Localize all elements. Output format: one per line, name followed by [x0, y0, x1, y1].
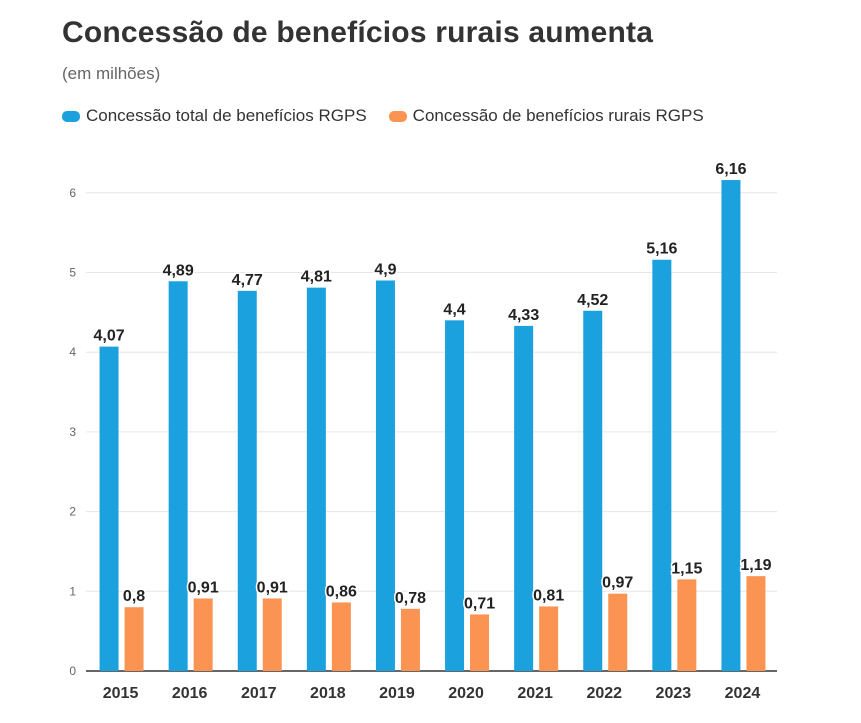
bar-total[interactable] [375, 280, 395, 671]
x-tick-label: 2015 [103, 685, 139, 702]
y-tick-label: 4 [69, 345, 76, 359]
data-label-total: 4,9 [374, 261, 396, 278]
x-tick-label: 2020 [448, 685, 484, 702]
legend-swatch-rural [388, 110, 407, 122]
bar-rural[interactable] [470, 614, 490, 671]
y-tick-label: 5 [69, 266, 76, 280]
data-label-rural: 1,15 [671, 560, 702, 577]
data-label-total: 4,52 [577, 292, 608, 309]
bar-rural[interactable] [193, 598, 213, 671]
bar-rural[interactable] [331, 602, 351, 671]
x-tick-label: 2022 [586, 685, 622, 702]
bar-total[interactable] [237, 290, 257, 671]
data-label-rural: 0,78 [395, 590, 426, 607]
chart-legend: Concessão total de benefícios RGPS Conce… [62, 106, 704, 126]
data-label-rural: 0,91 [188, 579, 219, 596]
data-label-total: 4,81 [301, 269, 332, 286]
data-label-rural: 0,91 [257, 579, 288, 596]
bar-total[interactable] [168, 281, 188, 671]
data-label-rural: 1,19 [740, 557, 771, 574]
data-label-rural: 0,97 [602, 575, 633, 592]
data-label-total: 6,16 [715, 161, 746, 178]
chart-title: Concessão de benefícios rurais aumenta [62, 16, 654, 49]
data-label-rural: 0,81 [533, 587, 564, 604]
bar-total[interactable] [652, 259, 672, 671]
legend-item-total[interactable]: Concessão total de benefícios RGPS [62, 106, 367, 126]
x-tick-label: 2023 [656, 685, 692, 702]
bar-rural[interactable] [539, 606, 559, 671]
data-label-rural: 0,71 [464, 595, 495, 612]
data-label-total: 4,4 [443, 301, 465, 318]
x-tick-label: 2021 [517, 685, 553, 702]
x-tick-label: 2016 [172, 685, 208, 702]
data-label-rural: 0,86 [326, 583, 357, 600]
data-label-total: 5,16 [646, 241, 677, 258]
bar-total[interactable] [306, 287, 326, 671]
x-tick-label: 2019 [379, 685, 415, 702]
legend-label-total: Concessão total de benefícios RGPS [86, 106, 367, 125]
x-tick-label: 2017 [241, 685, 277, 702]
x-tick-label: 2018 [310, 685, 346, 702]
data-label-total: 4,89 [163, 262, 194, 279]
bar-total[interactable] [445, 320, 465, 671]
bar-total[interactable] [99, 346, 119, 671]
data-label-rural: 0,8 [123, 588, 145, 605]
bar-total[interactable] [514, 325, 534, 671]
data-label-total: 4,33 [508, 307, 539, 324]
bar-rural[interactable] [262, 598, 282, 671]
bar-rural[interactable] [124, 607, 144, 671]
y-tick-label: 6 [69, 186, 76, 200]
legend-label-rural: Concessão de benefícios rurais RGPS [412, 106, 704, 125]
bar-total[interactable] [583, 310, 603, 671]
bar-rural[interactable] [400, 608, 420, 671]
data-label-total: 4,77 [232, 272, 263, 289]
chart-subtitle: (em milhões) [62, 64, 161, 83]
legend-item-rural[interactable]: Concessão de benefícios rurais RGPS [388, 106, 704, 126]
x-tick-label: 2024 [725, 685, 761, 702]
bar-total[interactable] [721, 180, 741, 671]
y-tick-label: 3 [69, 425, 76, 439]
y-tick-label: 0 [69, 664, 76, 678]
bar-rural[interactable] [677, 579, 697, 671]
data-label-total: 4,07 [93, 328, 124, 345]
bar-rural[interactable] [608, 593, 628, 671]
y-tick-label: 1 [69, 584, 76, 598]
bar-rural[interactable] [746, 576, 766, 671]
y-tick-label: 2 [69, 505, 76, 519]
legend-swatch-total [62, 110, 80, 122]
